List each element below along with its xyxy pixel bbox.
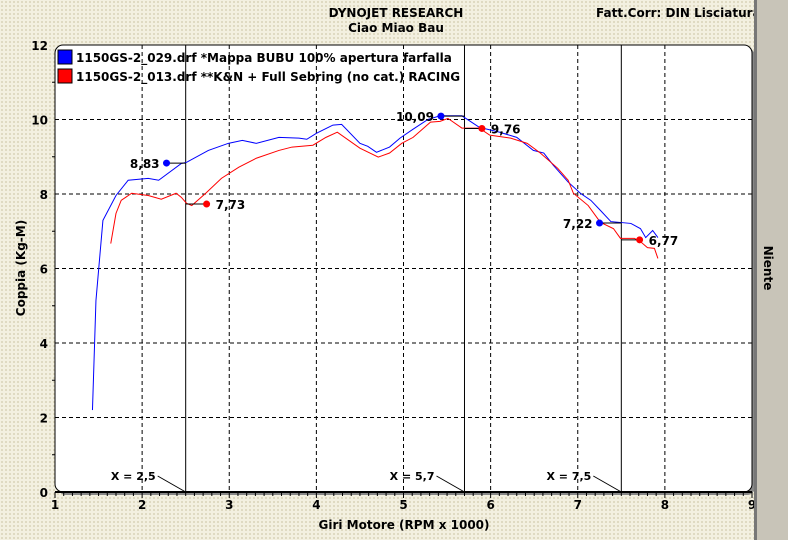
value-label: 6,77 — [649, 234, 679, 248]
correction-settings: Fatt.Corr: DIN Lisciatura: 3 — [596, 6, 778, 20]
right-panel: Niente — [754, 0, 788, 540]
y-tick-label: 10 — [31, 114, 48, 128]
value-label: 10,09 — [396, 110, 434, 124]
y-tick-label: 4 — [40, 337, 48, 351]
y-axis-label: Coppia (Kg-M) — [14, 220, 28, 316]
y-tick-label: 2 — [40, 412, 48, 426]
x-tick-label: 9 — [748, 498, 756, 512]
chart-subtitle: Ciao Miao Bau — [348, 21, 444, 35]
y-tick-label: 8 — [40, 188, 48, 202]
y-tick-label: 0 — [40, 486, 48, 500]
x-tick-label: 6 — [486, 498, 494, 512]
x-tick-label: 4 — [312, 498, 320, 512]
x-tick-label: 8 — [661, 498, 669, 512]
value-label: 9,76 — [491, 122, 521, 136]
x-tick-label: 2 — [138, 498, 146, 512]
value-marker — [478, 124, 486, 132]
cursor-label-leader — [157, 475, 186, 493]
value-marker — [203, 200, 211, 208]
legend-swatch-red — [57, 68, 73, 84]
x-tick-label: 3 — [225, 498, 233, 512]
cursor-label: X = 5,7 — [390, 470, 435, 483]
cursor-label-leader — [593, 475, 622, 493]
legend-name-1: 1150GS-2_029.drf *Mappa BUBU 100% apertu… — [76, 51, 452, 66]
value-label: 7,22 — [563, 217, 593, 231]
y-tick-label: 6 — [40, 263, 48, 277]
value-marker — [636, 236, 644, 244]
x-tick-label: 1 — [51, 498, 59, 512]
value-marker — [596, 219, 604, 227]
value-marker — [163, 159, 171, 167]
legend-name-2: 1150GS-2_013.drf **K&N + Full Sebring (n… — [76, 70, 460, 85]
right-axis-label: Niente — [761, 246, 775, 291]
y-tick-label: 12 — [31, 39, 48, 53]
cursor-label-leader — [436, 475, 465, 493]
value-label: 7,73 — [216, 198, 246, 212]
chart-title: DYNOJET RESEARCH — [329, 6, 464, 20]
series-line-2 — [110, 117, 659, 259]
legend-swatch-blue — [57, 49, 73, 65]
cursor-label: X = 2,5 — [111, 470, 156, 483]
x-tick-label: 5 — [399, 498, 407, 512]
x-axis-label: Giri Motore (RPM x 1000) — [318, 518, 489, 532]
value-label: 8,83 — [130, 157, 160, 171]
legend: 1150GS-2_029.drf *Mappa BUBU 100% apertu… — [57, 49, 460, 85]
cursor-label: X = 7,5 — [546, 470, 591, 483]
x-tick-label: 7 — [574, 498, 582, 512]
value-marker — [437, 112, 445, 120]
